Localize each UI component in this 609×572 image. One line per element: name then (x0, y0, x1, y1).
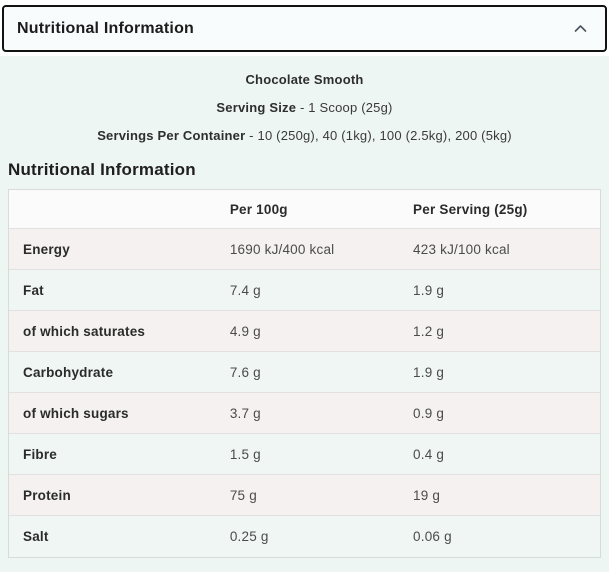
row-per-100g-value: 7.4 g (229, 282, 261, 298)
table-row-saturates: of which saturates 4.9 g 1.2 g (9, 311, 600, 352)
serving-size-value: - 1 Scoop (25g) (299, 100, 393, 115)
row-label: Fibre (23, 446, 58, 462)
table-row-fibre: Fibre 1.5 g 0.4 g (9, 434, 600, 475)
row-per-100g-value: 1690 kJ/400 kcal (229, 241, 335, 257)
row-per-100g-value: 7.6 g (229, 364, 261, 380)
row-per-serving-value: 1.9 g (413, 364, 445, 380)
row-per-100g-value: 1.5 g (229, 446, 261, 462)
column-header-per-100g: Per 100g (229, 201, 288, 217)
serving-size-line: Serving Size - 1 Scoop (25g) (8, 100, 601, 115)
chevron-up-icon (574, 25, 587, 32)
nutritional-information-accordion-header[interactable]: Nutritional Information (2, 5, 607, 52)
row-per-100g-value: 0.25 g (229, 529, 269, 544)
row-label: of which sugars (23, 405, 129, 421)
row-label: Fat (23, 282, 44, 298)
accordion-content-panel: Chocolate Smooth Serving Size - 1 Scoop … (0, 56, 609, 572)
table-row-protein: Protein 75 g 19 g (9, 475, 600, 516)
row-per-serving-value: 0.9 g (413, 405, 445, 421)
table-row-carbohydrate: Carbohydrate 7.6 g 1.9 g (9, 352, 600, 393)
servings-per-container-value: - 10 (250g), 40 (1kg), 100 (2.5kg), 200 … (249, 128, 512, 143)
row-per-100g-value: 4.9 g (229, 323, 261, 339)
table-row-salt: Salt 0.25 g 0.06 g (9, 516, 600, 557)
row-label: Energy (23, 241, 70, 257)
table-row-sugars: of which sugars 3.7 g 0.9 g (9, 393, 600, 434)
table-header-row: Per 100g Per Serving (25g) (9, 190, 600, 229)
serving-size-label: Serving Size (216, 100, 297, 115)
row-label: Protein (23, 487, 71, 503)
row-label: of which saturates (23, 323, 146, 339)
row-label: Salt (23, 529, 49, 544)
row-per-serving-value: 1.9 g (413, 282, 445, 298)
nutrition-table: Per 100g Per Serving (25g) Energy 1690 k… (8, 189, 601, 558)
table-body: Energy 1690 kJ/400 kcal 423 kJ/100 kcal … (9, 229, 600, 557)
row-per-serving-value: 0.06 g (413, 529, 452, 544)
row-per-100g-value: 75 g (229, 487, 257, 503)
table-row-energy: Energy 1690 kJ/400 kcal 423 kJ/100 kcal (9, 229, 600, 270)
row-per-serving-value: 0.4 g (413, 446, 445, 462)
table-heading: Nutritional Information (8, 160, 196, 179)
servings-per-container-line: Servings Per Container - 10 (250g), 40 (… (8, 128, 601, 143)
row-label: Carbohydrate (23, 364, 114, 380)
flavour-name: Chocolate Smooth (245, 72, 364, 87)
row-per-serving-value: 1.2 g (413, 323, 445, 339)
column-header-per-serving: Per Serving (25g) (413, 201, 528, 217)
servings-per-container-label: Servings Per Container (97, 128, 246, 143)
accordion-title: Nutritional Information (17, 19, 195, 37)
row-per-serving-value: 423 kJ/100 kcal (413, 241, 510, 257)
row-per-serving-value: 19 g (413, 487, 441, 503)
table-row-fat: Fat 7.4 g 1.9 g (9, 270, 600, 311)
row-per-100g-value: 3.7 g (229, 405, 261, 421)
